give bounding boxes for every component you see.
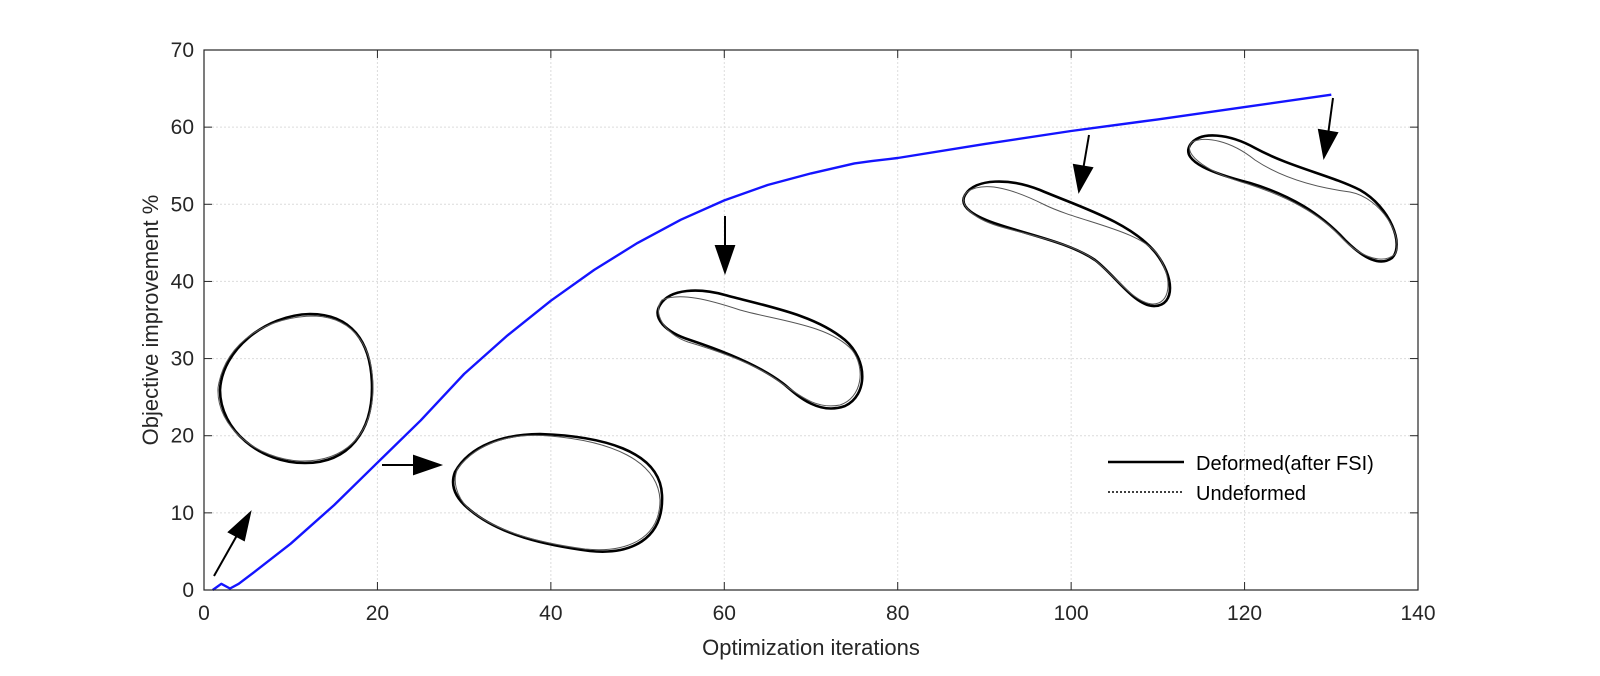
shape-inset-4: [962, 180, 1172, 308]
shape-inset-3: [656, 289, 864, 410]
arrow-1: [213, 510, 252, 577]
shape-inset-2: [451, 432, 664, 553]
x-tick-label: 0: [198, 602, 210, 625]
x-tick-label: 60: [713, 602, 736, 625]
arrow-3: [714, 216, 736, 276]
x-tick-label: 100: [1054, 602, 1089, 625]
legend-label-deformed: Deformed(after FSI): [1196, 453, 1374, 475]
y-tick-label: 40: [171, 270, 194, 293]
series-line: [211, 93, 1332, 591]
arrow-2: [382, 454, 444, 476]
x-tick-label: 20: [366, 602, 389, 625]
grid-lines: [204, 50, 1418, 590]
x-tick-label: 40: [539, 602, 562, 625]
arrow-5: [1317, 97, 1339, 160]
arrow-4: [1072, 134, 1094, 194]
annotation-arrows: [213, 97, 1339, 577]
y-tick-label: 0: [182, 579, 194, 602]
axis-ticks: 0 20 40 60 80 100 120 140 0 10 20 30 40 50 60 70: [171, 39, 1436, 625]
shape-insets: [217, 134, 1398, 553]
legend: Deformed(after FSI) Undeformed: [1108, 453, 1374, 505]
y-tick-label: 30: [171, 348, 194, 371]
x-tick-label: 120: [1227, 602, 1262, 625]
x-tick-label: 80: [886, 602, 909, 625]
legend-label-undeformed: Undeformed: [1196, 483, 1306, 505]
y-tick-label: 20: [171, 425, 194, 448]
y-tick-label: 10: [171, 502, 194, 525]
y-axis-label: Objective improvement %: [138, 195, 163, 446]
plot-area-border: [203, 49, 1419, 591]
shape-inset-5: [1187, 134, 1398, 263]
y-tick-label: 70: [171, 39, 194, 62]
x-axis-label: Optimization iterations: [702, 635, 920, 660]
y-tick-label: 50: [171, 193, 194, 216]
shape-inset-1: [217, 312, 374, 465]
x-tick-label: 140: [1400, 602, 1435, 625]
y-tick-label: 60: [171, 116, 194, 139]
